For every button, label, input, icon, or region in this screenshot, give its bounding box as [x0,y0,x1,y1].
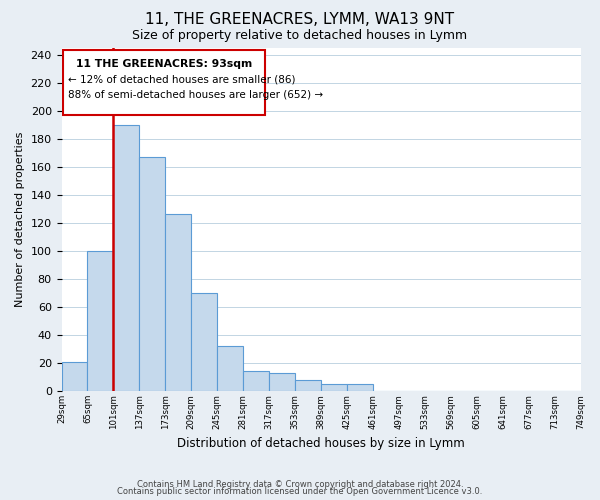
Bar [347,384,373,391]
Text: ← 12% of detached houses are smaller (86): ← 12% of detached houses are smaller (86… [68,74,296,85]
Bar [321,384,347,391]
X-axis label: Distribution of detached houses by size in Lymm: Distribution of detached houses by size … [177,437,465,450]
Bar [217,346,243,391]
Bar [62,362,88,391]
Text: Contains public sector information licensed under the Open Government Licence v3: Contains public sector information licen… [118,487,482,496]
FancyBboxPatch shape [63,50,265,115]
Text: 11, THE GREENACRES, LYMM, WA13 9NT: 11, THE GREENACRES, LYMM, WA13 9NT [145,12,455,28]
Bar [139,157,166,391]
Text: 88% of semi-detached houses are larger (652) →: 88% of semi-detached houses are larger (… [68,90,323,100]
Text: 11 THE GREENACRES: 93sqm: 11 THE GREENACRES: 93sqm [76,60,252,70]
Bar [191,293,217,391]
Bar [269,373,295,391]
Y-axis label: Number of detached properties: Number of detached properties [15,132,25,307]
Bar [295,380,321,391]
Bar [166,214,191,391]
Bar [243,372,269,391]
Bar [113,124,139,391]
Text: Contains HM Land Registry data © Crown copyright and database right 2024.: Contains HM Land Registry data © Crown c… [137,480,463,489]
Text: Size of property relative to detached houses in Lymm: Size of property relative to detached ho… [133,29,467,42]
Bar [88,251,113,391]
